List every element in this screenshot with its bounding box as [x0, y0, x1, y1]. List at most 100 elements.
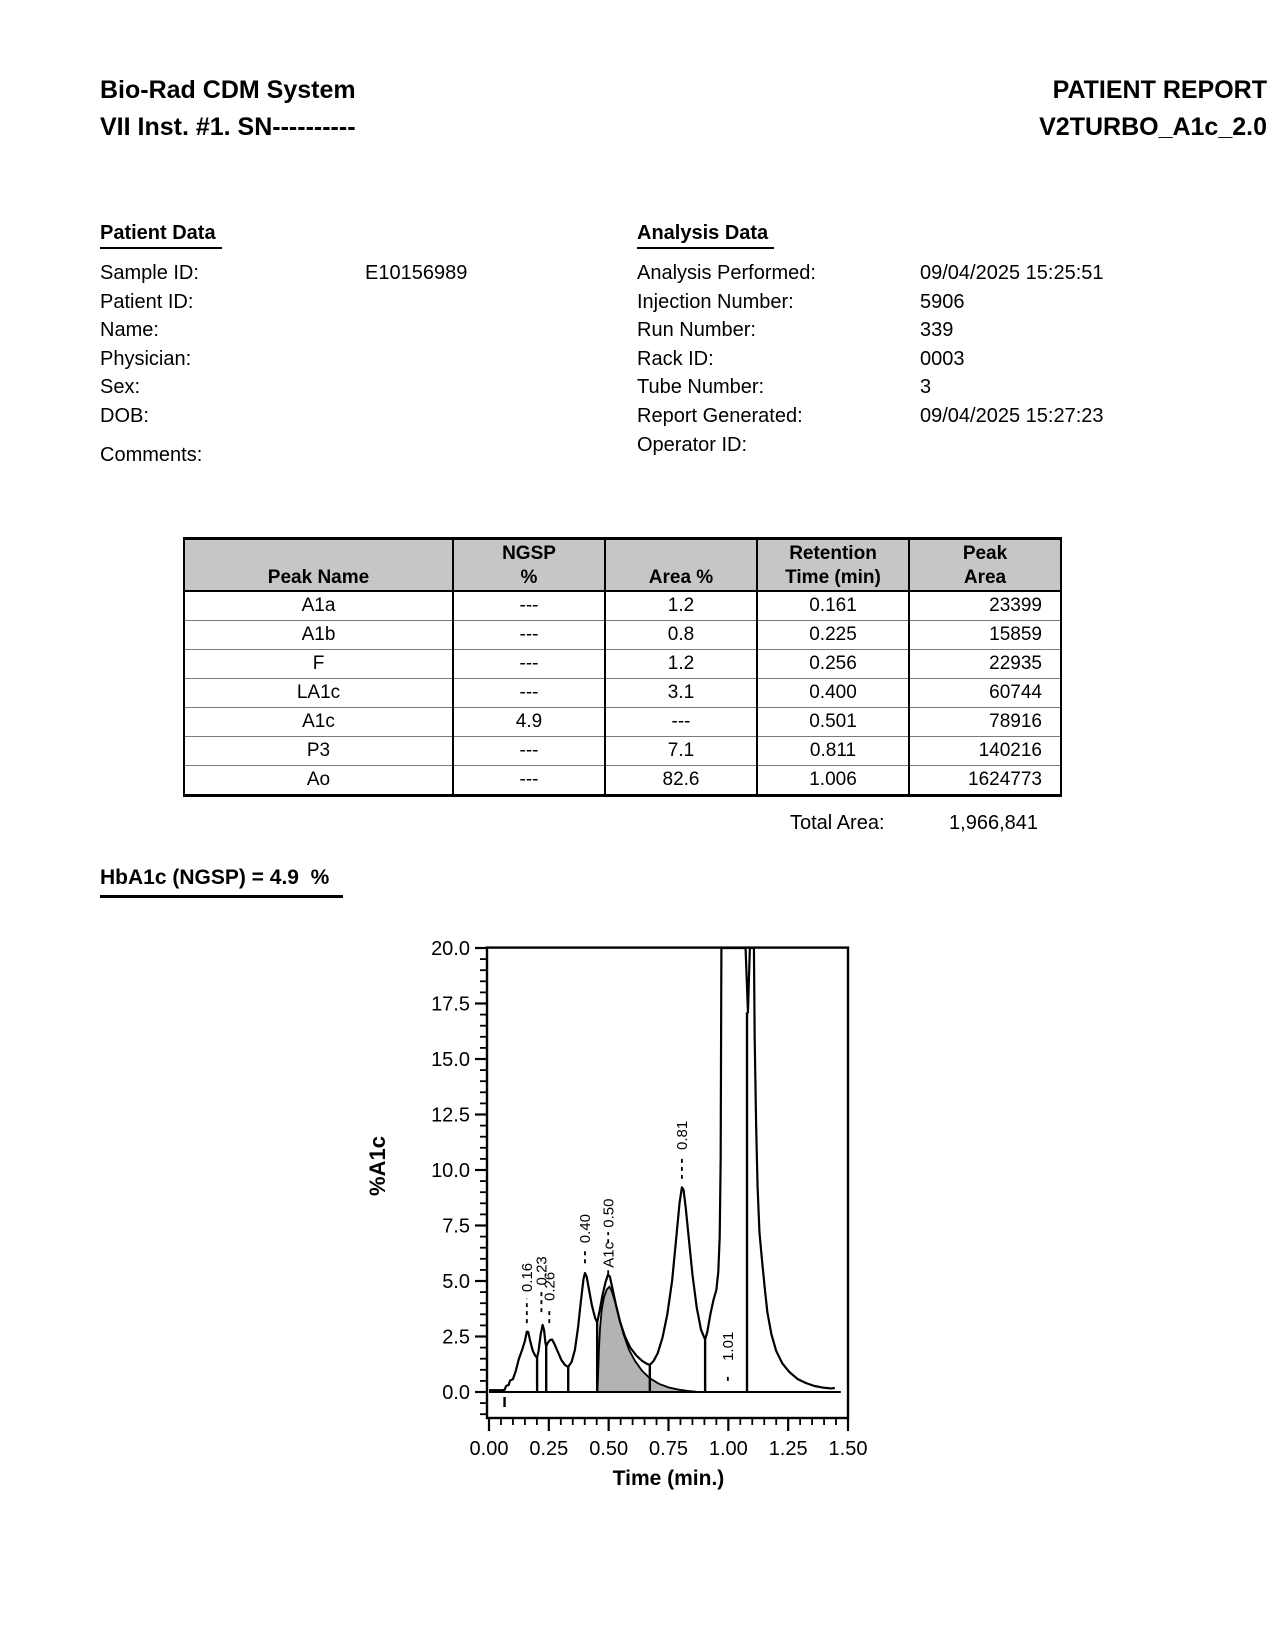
- field-label: Operator ID:: [637, 433, 748, 456]
- cell-peak-area: 78916: [908, 707, 1062, 737]
- peak-results-table: Peak Name NGSP % Area % Retention Time (…: [183, 537, 1062, 797]
- field-label: Tube Number:: [637, 376, 765, 399]
- header-line: %: [520, 567, 538, 588]
- peak-label: 0.50: [600, 1199, 617, 1228]
- cell-area-pct: 1.2: [604, 649, 758, 679]
- cell-area-pct: 1.2: [604, 591, 758, 621]
- cell-area-pct: ---: [604, 707, 758, 737]
- field-label: Rack ID:: [637, 347, 714, 370]
- cell-retention: 0.501: [756, 707, 910, 737]
- analysis-data-title: Analysis Data: [637, 222, 775, 249]
- report-header-right: PATIENT REPORT V2TURBO_A1c_2.0: [1039, 72, 1267, 146]
- cell-peak-area: 15859: [908, 620, 1062, 650]
- field-label: Run Number:: [637, 319, 756, 342]
- comments-label: Comments:: [100, 444, 203, 466]
- x-tick-label: 1.00: [709, 1438, 748, 1460]
- x-tick-label: 0.75: [649, 1438, 688, 1460]
- field-value: 5906: [920, 290, 965, 313]
- field-label: Report Generated:: [637, 404, 803, 427]
- y-tick-label: 17.5: [431, 994, 470, 1016]
- y-tick-label: 15.0: [431, 1049, 470, 1071]
- x-axis-title: Time (min.): [613, 1467, 725, 1490]
- y-tick-label: 7.5: [442, 1216, 470, 1238]
- cell-ngsp: 4.9: [452, 707, 606, 737]
- field-analysis-performed: Analysis Performed: 09/04/2025 15:25:51: [637, 259, 1104, 288]
- table-row-f: F --- 1.2 0.256 22935: [183, 649, 1062, 679]
- field-label: Name:: [100, 319, 159, 342]
- column-header-area-pct: Area %: [604, 537, 758, 592]
- cell-retention: 0.161: [756, 591, 910, 621]
- field-label: Sex:: [100, 376, 141, 399]
- table-row-a1a: A1a --- 1.2 0.161 23399: [183, 591, 1062, 621]
- cell-ngsp: ---: [452, 678, 606, 708]
- x-tick-label: 1.25: [769, 1438, 808, 1460]
- table-row-a1c: A1c 4.9 --- 0.501 78916: [183, 707, 1062, 737]
- chromatogram-container: 0.0 2.5 5.0 7.5 10.0 12.5 15.0 17.5 20.0 0.00 0.25…: [360, 880, 920, 1520]
- cell-retention: 0.256: [756, 649, 910, 679]
- field-value: 09/04/2025 15:27:23: [920, 404, 1104, 427]
- cell-area-pct: 7.1: [604, 736, 758, 766]
- patient-data-section: Patient Data Sample ID: E10156989 Patien…: [100, 222, 467, 431]
- header-line: Peak Name: [267, 567, 370, 588]
- cell-ngsp: ---: [452, 620, 606, 650]
- table-row-a1b: A1b --- 0.8 0.225 15859: [183, 620, 1062, 650]
- header-line: Retention: [789, 543, 877, 564]
- field-value: 09/04/2025 15:25:51: [920, 262, 1104, 284]
- header-line: Time (min): [785, 567, 881, 588]
- field-label: Patient ID:: [100, 290, 194, 313]
- field-label: Sample ID:: [100, 262, 199, 284]
- table-row-p3: P3 --- 7.1 0.811 140216: [183, 736, 1062, 766]
- header-line: [185, 542, 452, 566]
- comments-row: Comments:: [100, 444, 202, 467]
- table-row-ao: Ao --- 82.6 1.006 1624773: [183, 765, 1062, 797]
- x-tick-label: 0.25: [529, 1438, 568, 1460]
- cell-retention: 0.400: [756, 678, 910, 708]
- cell-peak-name: A1c: [183, 707, 454, 737]
- total-area-label: Total Area:: [790, 812, 885, 834]
- field-label: DOB:: [100, 404, 149, 427]
- cell-peak-name: LA1c: [183, 678, 454, 708]
- y-tick-label: 20.0: [431, 938, 470, 960]
- field-label: Physician:: [100, 347, 192, 370]
- cell-peak-area: 23399: [908, 591, 1062, 621]
- method-version: V2TURBO_A1c_2.0: [1039, 113, 1267, 141]
- peak-label: 0.81: [674, 1121, 691, 1150]
- cell-peak-area: 22935: [908, 649, 1062, 679]
- cell-area-pct: 82.6: [604, 765, 758, 797]
- y-tick-label: 0.0: [442, 1382, 470, 1404]
- hba1c-result: HbA1c (NGSP) = 4.9 %: [100, 866, 344, 898]
- cell-peak-area: 1624773: [908, 765, 1062, 797]
- cell-ngsp: ---: [452, 649, 606, 679]
- chromatogram-trace: [489, 946, 835, 1392]
- cell-retention: 1.006: [756, 765, 910, 797]
- y-tick-label: 2.5: [442, 1327, 470, 1349]
- y-axis-title: %A1c: [365, 1136, 390, 1196]
- field-label: Analysis Performed:: [637, 262, 816, 284]
- field-label: Injection Number:: [637, 290, 794, 313]
- peak-label: 0.26: [542, 1272, 559, 1301]
- a1c-shaded-peak: [596, 1285, 696, 1393]
- field-dob: DOB:: [100, 402, 467, 431]
- column-header-peak-area: Peak Area: [908, 537, 1062, 592]
- field-physician: Physician:: [100, 345, 467, 374]
- cell-ngsp: ---: [452, 736, 606, 766]
- column-header-ngsp: NGSP %: [452, 537, 606, 592]
- patient-data-title: Patient Data: [100, 222, 222, 249]
- cell-retention: 0.811: [756, 736, 910, 766]
- field-rack-id: Rack ID: 0003: [637, 345, 1104, 374]
- x-tick-label: 0.50: [589, 1438, 628, 1460]
- x-tick-label: 1.50: [829, 1438, 868, 1460]
- peak-label: 1.01: [720, 1332, 737, 1361]
- column-header-peak-name: Peak Name: [183, 537, 454, 592]
- header-line: Area %: [648, 567, 714, 588]
- field-value: E10156989: [365, 262, 468, 284]
- cell-peak-name: A1a: [183, 591, 454, 621]
- cell-area-pct: 3.1: [604, 678, 758, 708]
- peak-label: A1c: [600, 1241, 617, 1267]
- cell-peak-name: F: [183, 649, 454, 679]
- field-value: 3: [920, 376, 932, 399]
- cell-area-pct: 0.8: [604, 620, 758, 650]
- field-report-generated: Report Generated: 09/04/2025 15:27:23: [637, 402, 1104, 431]
- cell-peak-area: 140216: [908, 736, 1062, 766]
